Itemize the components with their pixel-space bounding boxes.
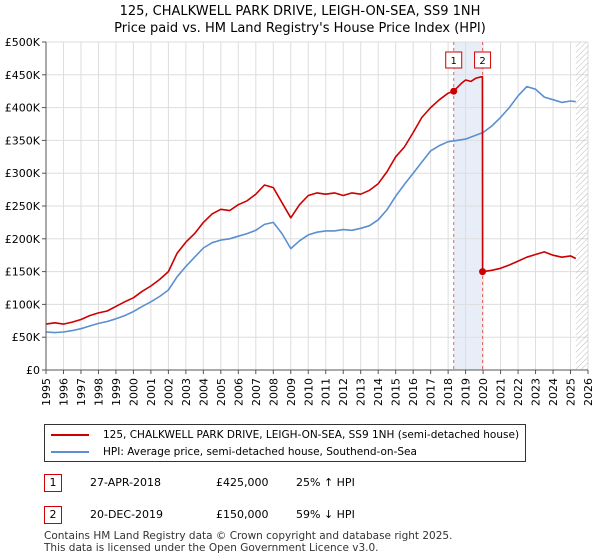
x-tick-label: 2001 <box>145 378 158 406</box>
y-tick-label: £500K <box>5 36 41 49</box>
x-tick-label: 2024 <box>547 378 560 406</box>
x-tick-label: 1995 <box>40 378 53 406</box>
x-tick-label: 2014 <box>372 378 385 406</box>
y-tick-label: £50K <box>12 331 41 344</box>
x-tick-label: 2019 <box>460 378 473 406</box>
y-tick-label: £150K <box>5 266 41 279</box>
x-tick-label: 2025 <box>565 378 578 406</box>
transaction-date: 27-APR-2018 <box>90 476 162 489</box>
x-tick-label: 2008 <box>267 378 280 406</box>
x-tick-label: 1999 <box>110 378 123 406</box>
x-tick-label: 1997 <box>75 378 88 406</box>
x-tick-label: 2002 <box>162 378 175 406</box>
footer: Contains HM Land Registry data © Crown c… <box>44 530 452 554</box>
footer-copyright: Contains HM Land Registry data © Crown c… <box>44 530 453 542</box>
x-tick-label: 2007 <box>250 378 263 406</box>
y-tick-label: £300K <box>5 167 41 180</box>
x-tick-label: 2011 <box>320 378 333 406</box>
y-tick-label: £0 <box>26 364 40 377</box>
x-tick-label: 2026 <box>582 378 595 406</box>
chart-subtitle: Price paid vs. HM Land Registry's House … <box>114 21 486 36</box>
transaction-marker: 2 <box>44 506 62 524</box>
x-tick-label: 2012 <box>337 378 350 406</box>
transaction-row: 1 27-APR-2018 £425,000 25% ↑ HPI <box>44 474 564 492</box>
x-tick-label: 2005 <box>215 378 228 406</box>
x-tick-label: 2023 <box>530 378 543 406</box>
y-tick-label: £350K <box>5 134 41 147</box>
x-tick-label: 2013 <box>355 378 368 406</box>
x-tick-label: 2021 <box>495 378 508 406</box>
series-line-hpi <box>45 85 576 334</box>
x-tick-label: 2018 <box>442 378 455 406</box>
transaction-price: £150,000 <box>216 508 269 521</box>
x-tick-label: 2006 <box>232 378 245 406</box>
x-tick-label: 2015 <box>390 378 403 406</box>
sale-label: 1 <box>451 56 457 67</box>
x-tick-label: 2017 <box>425 378 438 406</box>
transaction-hpi-change: 59% ↓ HPI <box>296 508 355 521</box>
y-tick-label: £400K <box>5 102 41 115</box>
x-tick-label: 2003 <box>180 378 193 406</box>
y-tick-label: £250K <box>5 200 41 213</box>
footer-licence: This data is licensed under the Open Gov… <box>44 542 379 554</box>
x-tick-label: 1996 <box>57 378 70 406</box>
x-tick-label: 2004 <box>197 378 210 406</box>
transaction-marker: 1 <box>44 474 62 492</box>
y-tick-label: £100K <box>5 298 41 311</box>
sale-label: 2 <box>479 56 485 67</box>
legend-label-property: 125, CHALKWELL PARK DRIVE, LEIGH-ON-SEA,… <box>103 429 520 441</box>
y-tick-label: £200K <box>5 233 41 246</box>
legend-item-property: 125, CHALKWELL PARK DRIVE, LEIGH-ON-SEA,… <box>51 427 519 443</box>
legend-swatch-hpi <box>51 451 89 453</box>
x-tick-label: 2009 <box>285 378 298 406</box>
x-tick-label: 2000 <box>127 378 140 406</box>
sale-label-box <box>474 51 492 69</box>
transaction-hpi-change: 25% ↑ HPI <box>296 476 355 489</box>
sale-point <box>479 268 487 276</box>
x-tick-label: 2010 <box>302 378 315 406</box>
x-tick-label: 2022 <box>512 378 525 406</box>
forecast-hatch <box>575 42 588 370</box>
sale-point <box>450 87 458 95</box>
legend-swatch-property <box>51 434 89 436</box>
x-tick-label: 1998 <box>92 378 105 406</box>
x-tick-label: 2020 <box>477 378 490 406</box>
chart-title: 125, CHALKWELL PARK DRIVE, LEIGH-ON-SEA,… <box>119 4 481 19</box>
price-chart: 1 2 £0 £50K £100K £150K £200K £250K £300K £350K £4… <box>5 36 595 406</box>
sale-label-box <box>445 51 463 69</box>
legend-item-hpi: HPI: Average price, semi-detached house,… <box>51 444 417 460</box>
transaction-row: 2 20-DEC-2019 £150,000 59% ↓ HPI <box>44 506 564 524</box>
transaction-date: 20-DEC-2019 <box>90 508 164 521</box>
y-tick-label: £450K <box>5 69 41 82</box>
legend-label-hpi: HPI: Average price, semi-detached house,… <box>103 446 417 458</box>
transaction-price: £425,000 <box>216 476 269 489</box>
x-tick-label: 2016 <box>407 378 420 406</box>
chart-legend: 125, CHALKWELL PARK DRIVE, LEIGH-ON-SEA,… <box>44 424 526 462</box>
